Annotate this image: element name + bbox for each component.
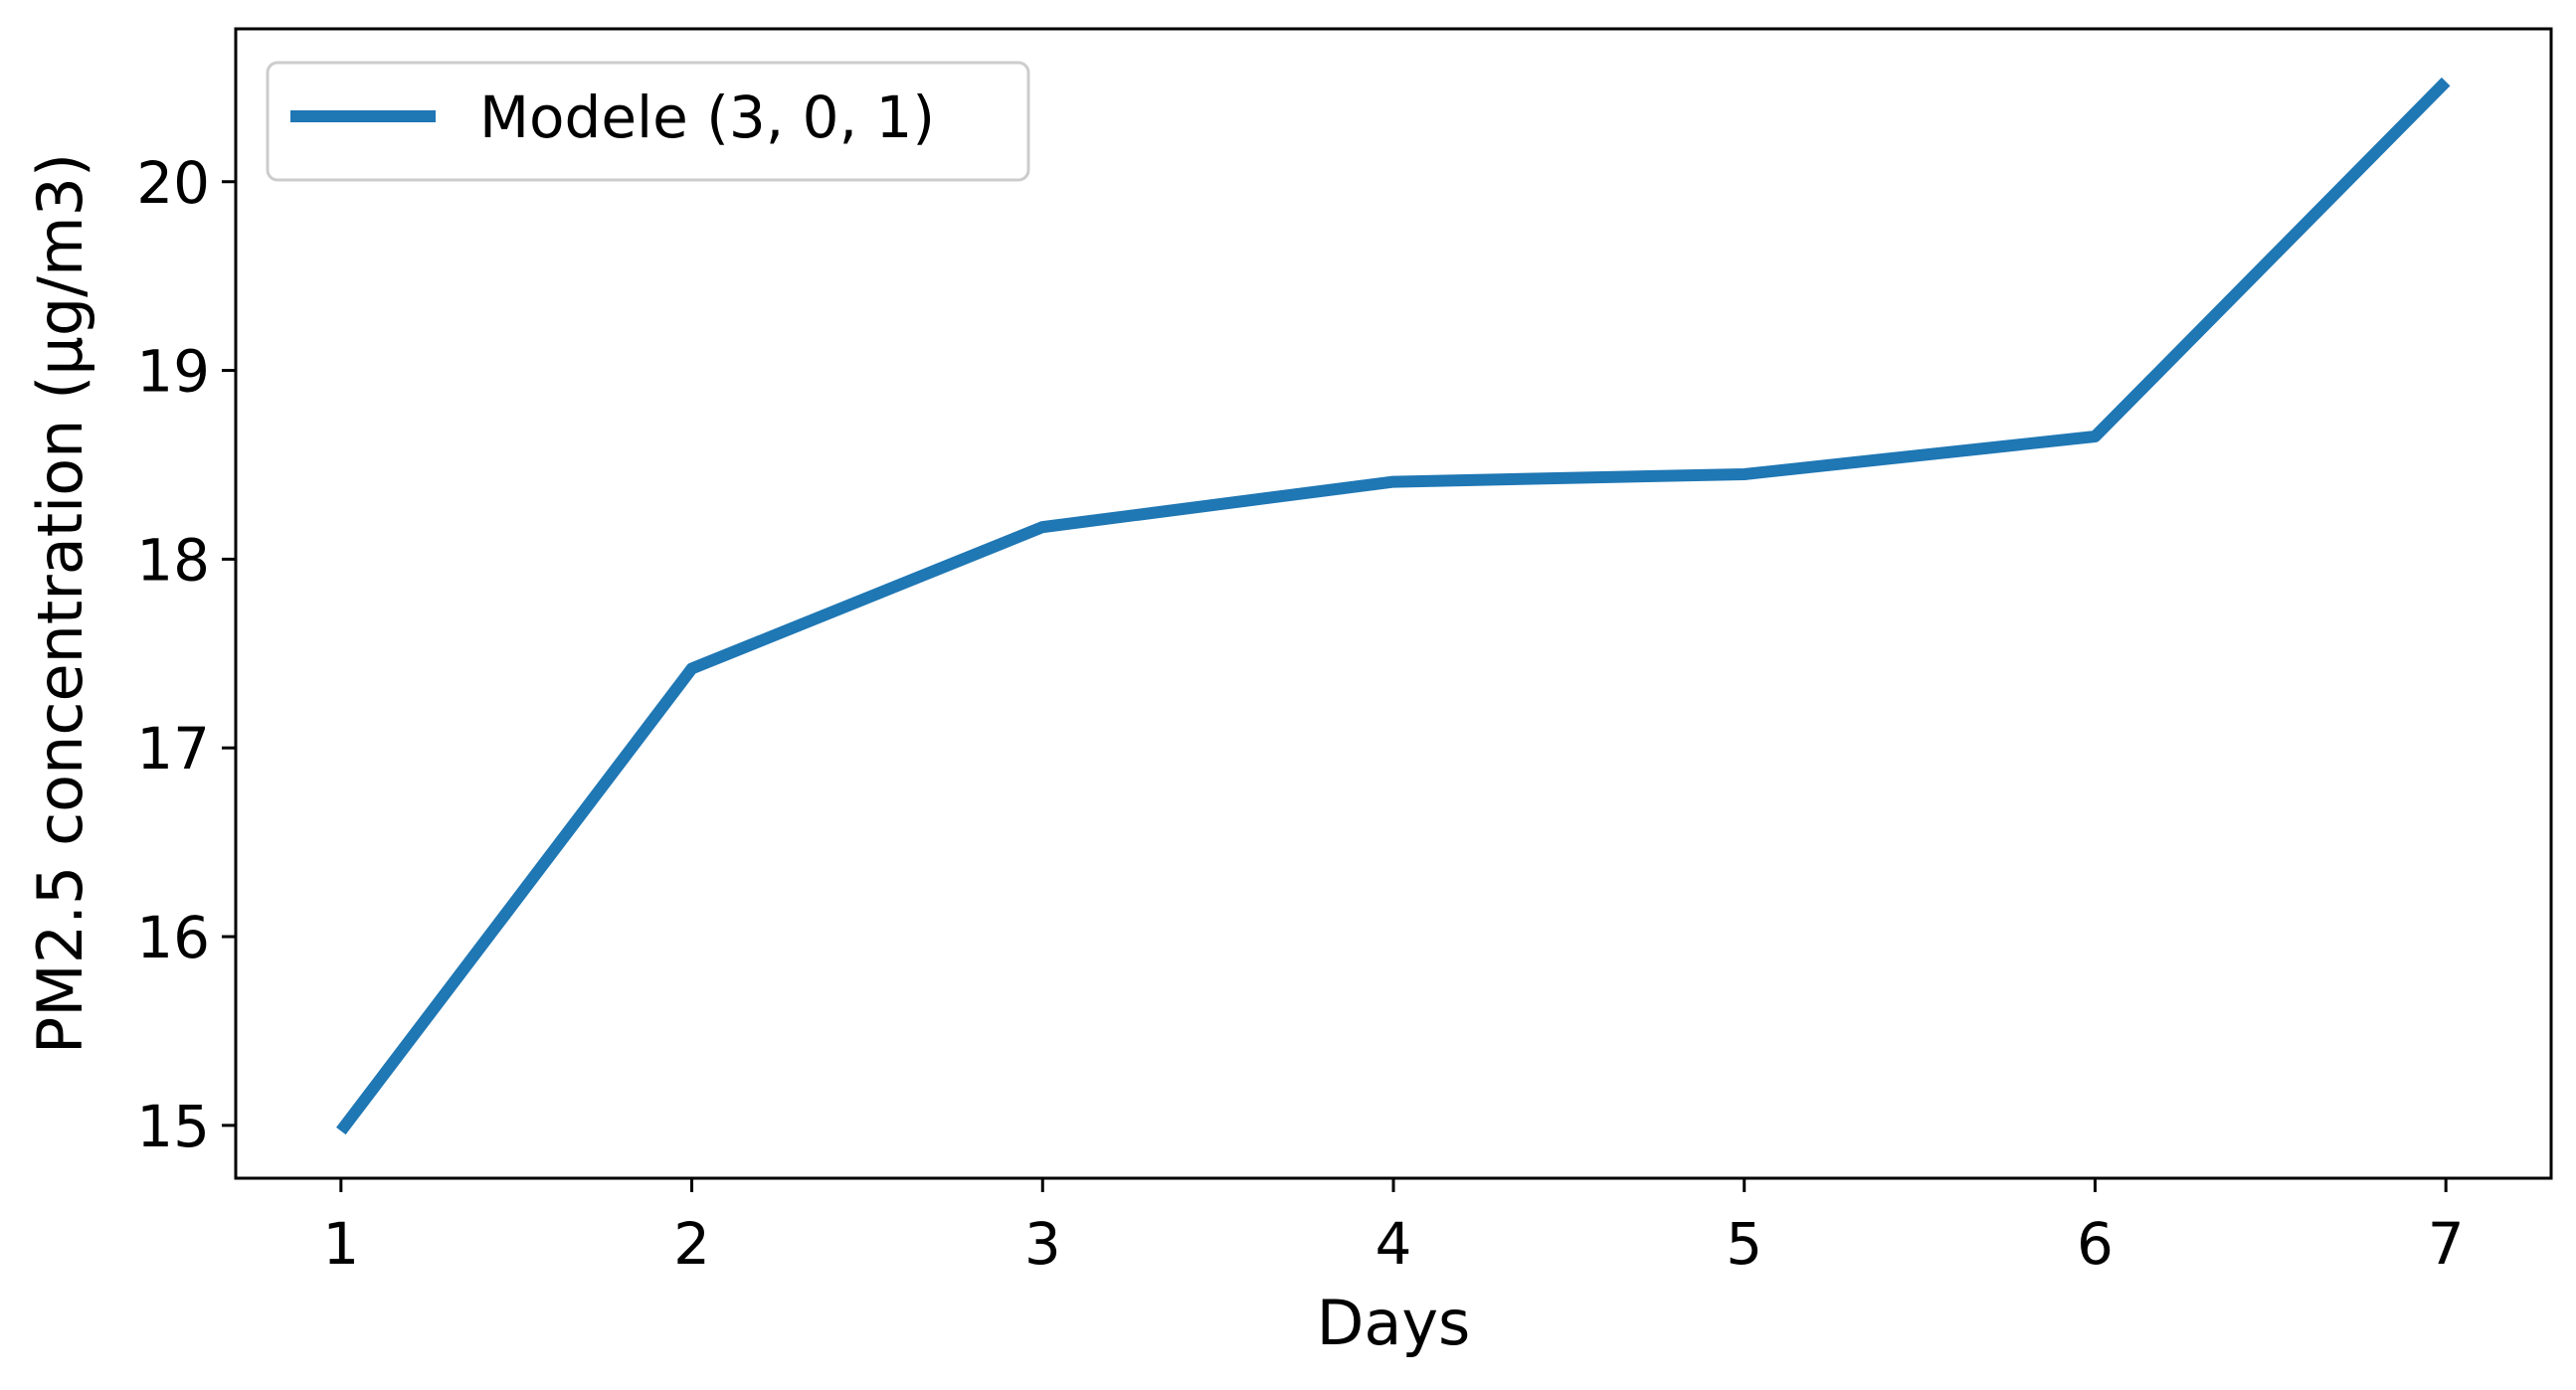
y-tick-label: 17 — [136, 715, 210, 782]
series-line — [336, 77, 2451, 1135]
legend-box — [266, 61, 1030, 182]
x-tick-label: 4 — [1376, 1210, 1412, 1278]
legend: Modele (3, 0, 1) — [266, 61, 1030, 182]
data-point — [1041, 526, 1043, 528]
x-axis-label: Days — [1317, 1287, 1471, 1359]
data-point — [691, 667, 693, 669]
data-point — [340, 1130, 342, 1132]
plot-area — [236, 29, 2551, 1178]
data-point — [1392, 481, 1394, 483]
plot-frame — [234, 27, 2553, 1180]
x-tick-label: 7 — [2428, 1210, 2465, 1278]
y-tick-label: 19 — [136, 338, 210, 406]
ticks-layer: 1 2 3 4 5 6 7 15 16 17 18 19 20 — [136, 149, 2464, 1278]
x-tick-label: 3 — [1024, 1210, 1061, 1278]
y-tick-label: 15 — [136, 1093, 210, 1160]
x-tick-label: 1 — [322, 1210, 359, 1278]
y-tick-label: 18 — [136, 526, 210, 594]
data-point — [2094, 435, 2096, 437]
legend-label: Modele (3, 0, 1) — [479, 84, 935, 151]
x-tick-label: 5 — [1726, 1210, 1762, 1278]
y-axis-label: PM2.5 concentration (µg/m3) — [24, 153, 96, 1054]
y-tick-label: 20 — [136, 149, 210, 217]
x-tick-label: 6 — [2077, 1210, 2114, 1278]
data-point — [1744, 473, 1746, 475]
data-point — [2445, 81, 2447, 83]
series-layer — [336, 77, 2451, 1135]
x-tick-label: 2 — [673, 1210, 710, 1278]
y-tick-label: 16 — [136, 904, 210, 971]
